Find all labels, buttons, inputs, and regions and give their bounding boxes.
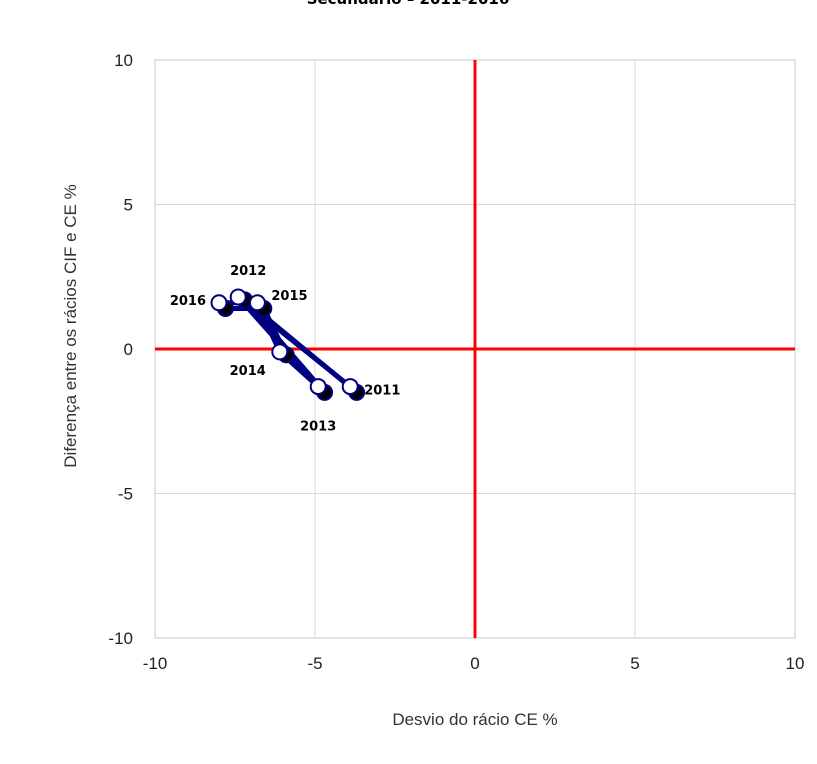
y-tick-label: 5 — [124, 196, 133, 215]
marker-open-2011 — [341, 378, 359, 396]
marker-open-2013 — [309, 378, 327, 396]
marker-open-2014 — [271, 343, 289, 361]
x-tick-label: -5 — [307, 654, 322, 673]
y-tick-label: -10 — [108, 629, 133, 648]
point-label-2013: 2013 — [300, 420, 336, 435]
x-axis-ticks: -10 -5 0 5 10 — [143, 654, 805, 673]
marker-open-2012 — [229, 288, 247, 306]
point-labels: 2011 2012 2013 2014 2015 2016 — [170, 264, 401, 435]
y-axis-title: Diferença entre os rácios CIF e CE % — [61, 184, 80, 467]
y-tick-label: 0 — [124, 340, 133, 359]
x-tick-label: -10 — [143, 654, 168, 673]
y-tick-label: 10 — [114, 51, 133, 70]
point-label-2011: 2011 — [364, 384, 400, 399]
x-tick-label: 0 — [470, 654, 479, 673]
x-axis-title: Desvio do rácio CE % — [392, 710, 557, 729]
point-label-2014: 2014 — [230, 364, 266, 379]
marker-open-2015 — [248, 294, 266, 312]
point-label-2012: 2012 — [230, 264, 266, 279]
point-label-2015: 2015 — [271, 289, 307, 304]
reference-lines — [155, 60, 795, 638]
marker-open-2016 — [210, 294, 228, 312]
point-label-2016: 2016 — [170, 294, 206, 309]
series-markers — [210, 288, 366, 401]
y-axis-ticks: -10 -5 0 5 10 — [108, 51, 133, 648]
y-tick-label: -5 — [118, 485, 133, 504]
chart-title: Secundário – 2011-2016 — [307, 0, 510, 8]
x-tick-label: 10 — [786, 654, 805, 673]
x-tick-label: 5 — [630, 654, 639, 673]
